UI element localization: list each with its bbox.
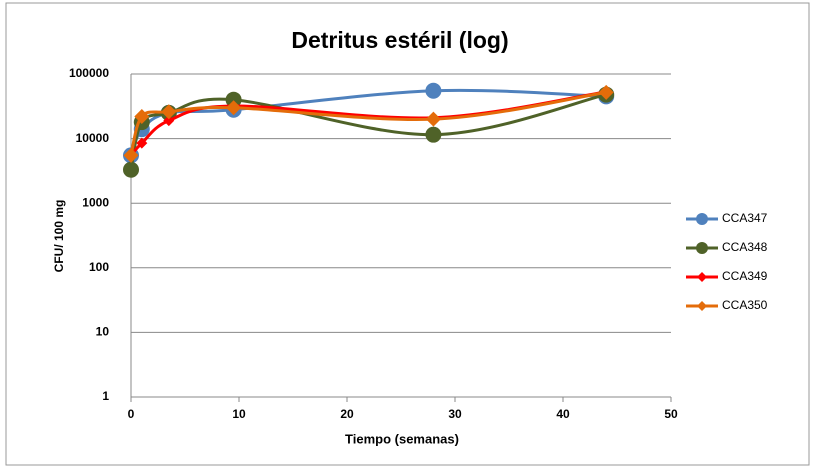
point	[425, 82, 442, 99]
point	[425, 111, 441, 127]
point	[163, 115, 175, 127]
chart-title: Detritus estéril (log)	[291, 27, 508, 53]
point	[136, 137, 148, 149]
y-tick-label: 100	[89, 260, 109, 274]
legend-label: CCA350	[722, 298, 768, 312]
y-tick-label: 1	[102, 389, 109, 403]
point	[134, 108, 150, 124]
point	[425, 126, 442, 143]
legend-label: CCA347	[722, 211, 768, 225]
point	[598, 84, 614, 100]
point	[123, 161, 139, 178]
y-tick-label: 1000	[82, 195, 109, 209]
point	[161, 104, 177, 120]
legend-label: CCA348	[722, 240, 768, 254]
x-tick-label: 0	[128, 407, 135, 421]
y-axis-label: CFU/ 100 mg	[52, 200, 66, 273]
point	[697, 272, 707, 282]
point	[225, 91, 242, 108]
legend-label: CCA349	[722, 269, 768, 283]
y-tick-label: 100000	[69, 66, 109, 80]
x-tick-label: 20	[340, 407, 354, 421]
point	[696, 242, 708, 254]
point	[226, 100, 242, 116]
y-tick-label: 10000	[76, 131, 110, 145]
point	[123, 147, 139, 163]
x-tick-label: 50	[664, 407, 678, 421]
x-tick-label: 10	[232, 407, 246, 421]
x-tick-label: 30	[448, 407, 462, 421]
point	[696, 213, 708, 225]
chart-frame	[5, 2, 810, 466]
x-tick-label: 40	[556, 407, 570, 421]
point	[697, 301, 707, 311]
x-axis-label: Tiempo (semanas)	[345, 431, 459, 446]
y-tick-label: 10	[96, 325, 110, 339]
